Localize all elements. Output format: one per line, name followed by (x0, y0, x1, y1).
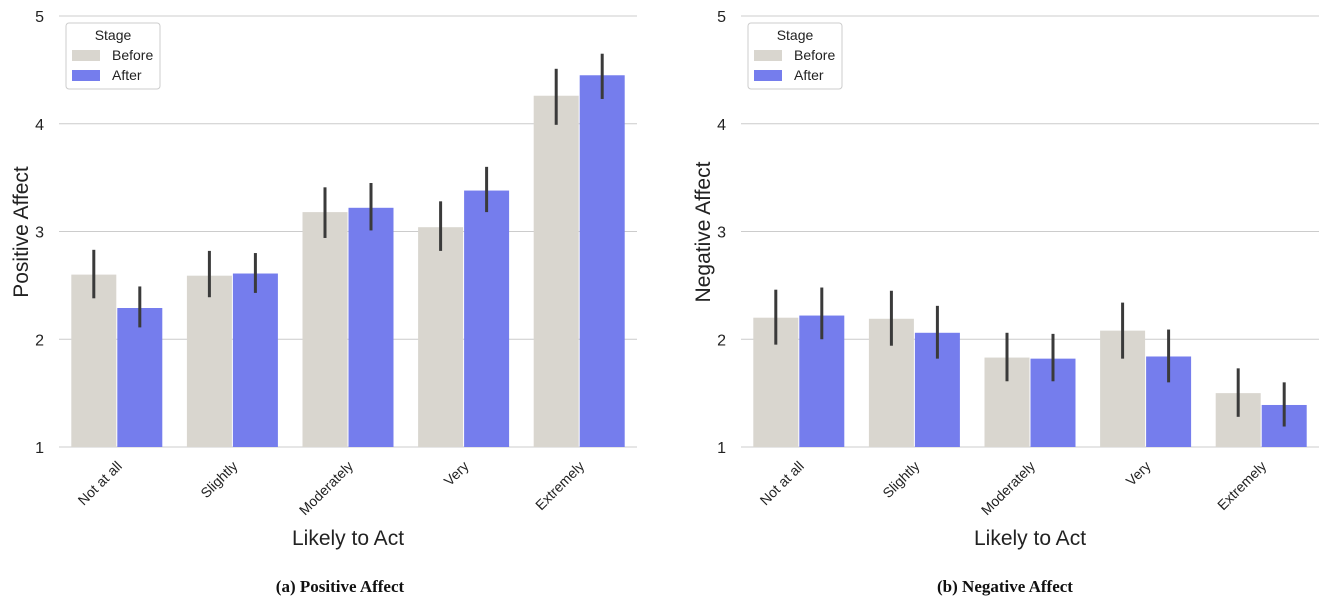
x-tick-label: Moderately (296, 458, 356, 518)
panel-positive-affect: 1 2 3 4 5 Not at all Slightly Moderately Very Ex… (10, 9, 637, 596)
bar-before-1 (186, 275, 232, 447)
bar-after-1 (232, 273, 278, 447)
x-tick-label: Extremely (1214, 458, 1269, 513)
bar-before-2 (302, 212, 348, 447)
y-tick-label: 3 (717, 225, 726, 242)
bar-after-4 (579, 75, 625, 447)
legend-label-before: Before (112, 47, 153, 63)
bars (753, 315, 1307, 447)
legend-label-after: After (112, 67, 142, 83)
legend: Stage Before After (65, 22, 161, 90)
panel-caption: (b) Negative Affect (937, 577, 1073, 596)
x-axis-label: Likely to Act (974, 527, 1086, 550)
y-axis-label: Positive Affect (10, 166, 33, 298)
y-tick-labels: 1 2 3 4 5 (35, 9, 44, 457)
legend-title: Stage (95, 27, 132, 43)
bars (71, 75, 625, 448)
y-tick-label: 4 (35, 117, 44, 134)
y-tick-label: 2 (35, 332, 44, 349)
y-tick-label: 2 (717, 332, 726, 349)
panel-caption: (a) Positive Affect (276, 577, 405, 596)
x-tick-label: Very (1123, 458, 1154, 489)
y-axis-label: Negative Affect (692, 161, 715, 302)
legend-swatch-before (72, 50, 100, 61)
bar-after-3 (464, 190, 510, 447)
bar-after-0 (117, 308, 163, 447)
legend-swatch-after (72, 70, 100, 81)
y-tick-label: 1 (35, 440, 44, 457)
legend: Stage Before After (747, 22, 843, 90)
legend-swatch-before (754, 50, 782, 61)
error-bars (92, 53, 604, 328)
x-tick-label: Slightly (197, 458, 240, 501)
bar-after-2 (348, 207, 394, 447)
bar-before-0 (71, 274, 117, 447)
legend-label-after: After (794, 67, 824, 83)
x-tick-label: Not at all (75, 458, 125, 508)
legend-title: Stage (777, 27, 814, 43)
x-tick-label: Very (441, 458, 472, 489)
bar-before-4 (533, 95, 579, 448)
legend-swatch-after (754, 70, 782, 81)
y-tick-label: 5 (717, 9, 726, 26)
y-tick-label: 1 (717, 440, 726, 457)
bar-before-3 (418, 227, 464, 447)
x-tick-label: Slightly (879, 458, 922, 501)
y-tick-label: 4 (717, 117, 726, 134)
y-tick-labels: 1 2 3 4 5 (717, 9, 726, 457)
x-axis-label: Likely to Act (292, 527, 404, 550)
error-bars (774, 287, 1286, 427)
x-tick-label: Moderately (978, 458, 1038, 518)
panel-negative-affect: 1 2 3 4 5 Not at all Slightly Moderately Very Ex… (692, 9, 1319, 596)
x-tick-labels: Not at all Slightly Moderately Very Extremel… (75, 458, 588, 518)
x-tick-label: Extremely (532, 458, 587, 513)
x-tick-label: Not at all (757, 458, 807, 508)
y-tick-label: 3 (35, 225, 44, 242)
legend-label-before: Before (794, 47, 835, 63)
x-tick-labels: Not at all Slightly Moderately Very Extremel… (757, 458, 1270, 518)
y-tick-label: 5 (35, 9, 44, 26)
